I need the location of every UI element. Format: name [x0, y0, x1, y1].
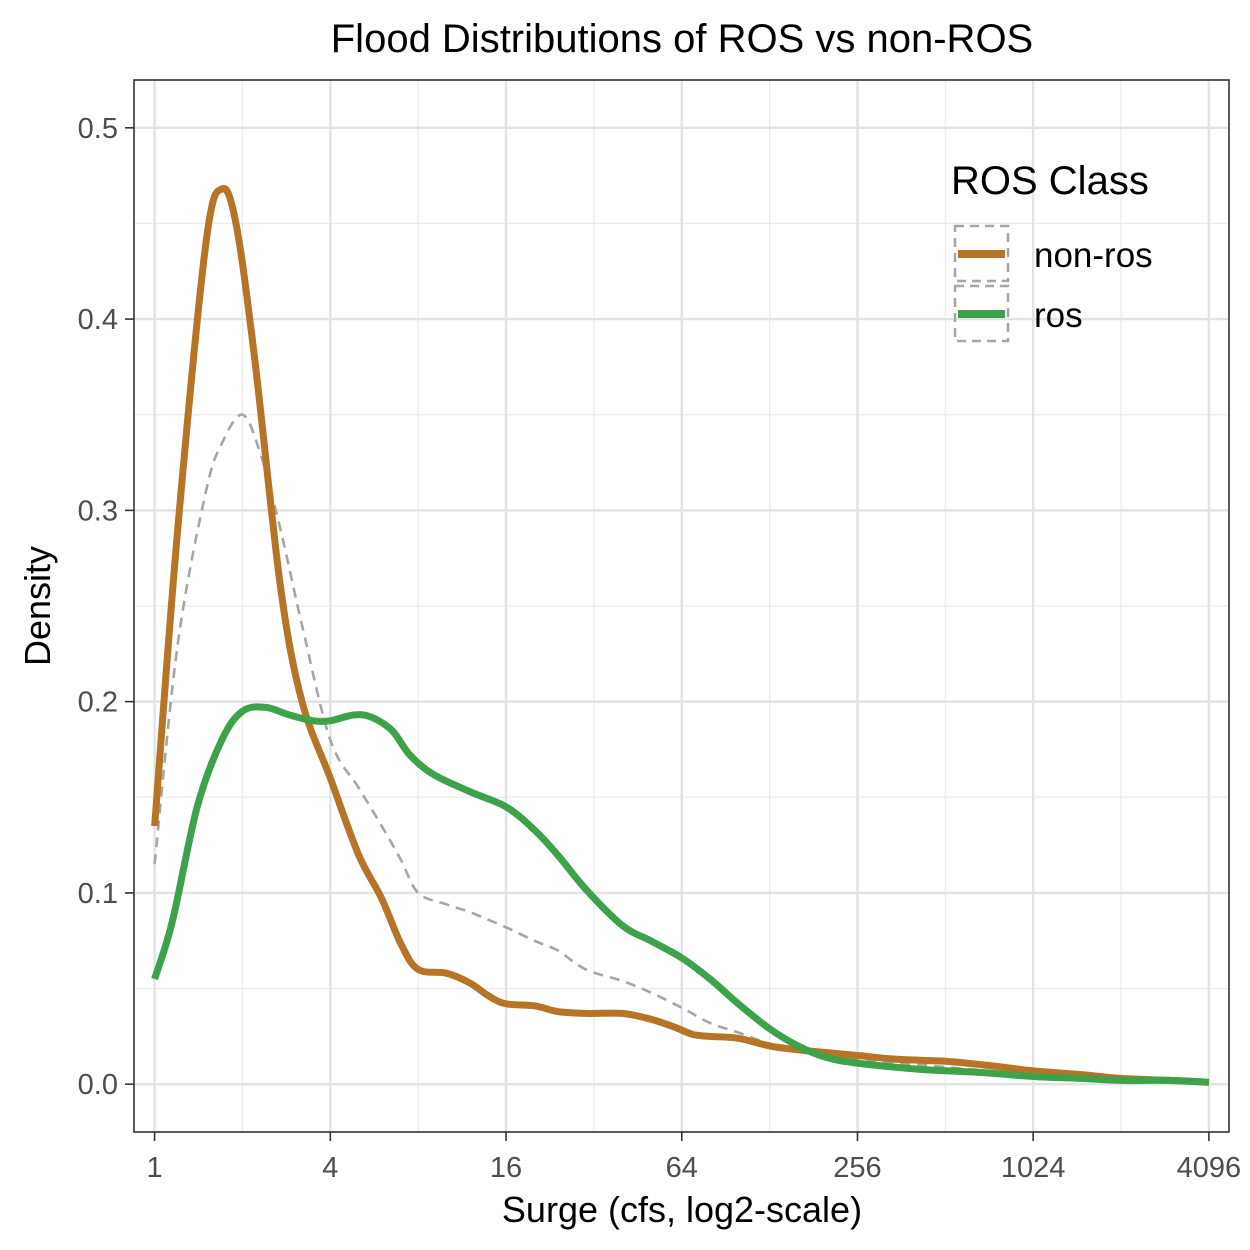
legend-key-box: [953, 284, 1010, 343]
legend-title: ROS Class: [951, 159, 1149, 203]
legend: ROS Class non-ros ros: [951, 159, 1153, 343]
x-tick-label: 16: [490, 1152, 522, 1184]
y-tick-label: 0.0: [78, 1069, 118, 1101]
x-tick-label: 1: [147, 1152, 163, 1184]
x-axis-title: Surge (cfs, log2-scale): [502, 1189, 862, 1230]
series-lines: [151, 184, 1210, 1086]
series-line-ros: [151, 703, 1210, 1086]
x-tick-label: 4: [322, 1152, 338, 1184]
chart-title: Flood Distributions of ROS vs non-ROS: [331, 17, 1033, 61]
series-line-overall: [153, 413, 1209, 1084]
y-tick-label: 0.4: [78, 304, 118, 336]
y-tick-label: 0.2: [78, 687, 118, 719]
legend-item-ros: ros: [953, 284, 1083, 343]
legend-label-ros: ros: [1034, 296, 1083, 335]
x-tick-label: 256: [833, 1152, 881, 1184]
y-axis-title: Density: [17, 546, 58, 666]
x-tick-label: 64: [666, 1152, 698, 1184]
y-tick-label: 0.5: [78, 113, 118, 145]
legend-item-non-ros: non-ros: [953, 224, 1153, 283]
legend-key-box: [953, 224, 1010, 283]
y-tick-label: 0.1: [78, 878, 118, 910]
x-tick-label: 4096: [1177, 1152, 1242, 1184]
y-tick-label: 0.3: [78, 495, 118, 527]
x-tick-label: 1024: [1001, 1152, 1066, 1184]
axis-ticks: 1 4 16 64 256 1024 4096 0.0 0.1 0.2 0.3 0.4 0.5: [78, 113, 1241, 1184]
series-line-non-ros: [151, 184, 1210, 1086]
grid-lines: [134, 80, 1229, 1132]
legend-label-non-ros: non-ros: [1034, 236, 1153, 275]
